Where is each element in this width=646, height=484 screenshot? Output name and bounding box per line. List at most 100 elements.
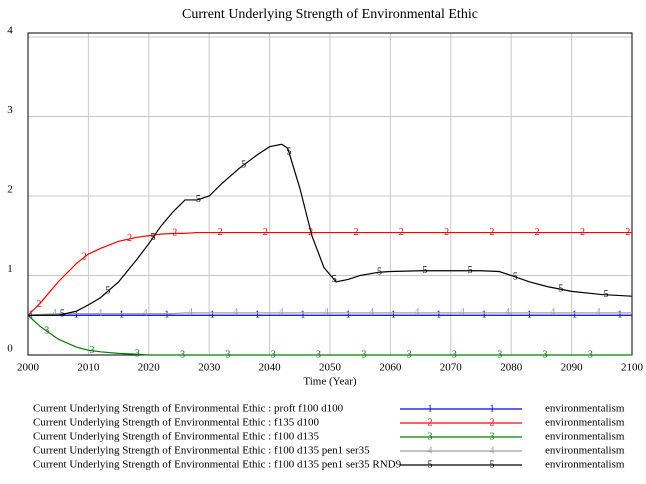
series-marker: 5 bbox=[513, 271, 518, 282]
series-marker: 4 bbox=[143, 308, 148, 319]
series-marker: 5 bbox=[196, 194, 201, 205]
series-marker: 5 bbox=[105, 286, 110, 297]
legend-marker: 2 bbox=[428, 417, 433, 428]
legend-marker: 2 bbox=[490, 417, 495, 428]
legend-label: Current Underlying Strength of Environme… bbox=[33, 417, 319, 429]
series-marker: 5 bbox=[286, 147, 291, 158]
chart-title: Current Underlying Strength of Environme… bbox=[182, 7, 478, 22]
series-marker: 3 bbox=[271, 349, 276, 360]
x-tick-label: 2080 bbox=[500, 362, 523, 374]
series-marker: 1 bbox=[255, 310, 260, 321]
series-marker: 4 bbox=[369, 307, 374, 318]
legend-marker: 3 bbox=[428, 431, 433, 442]
series-marker: 1 bbox=[300, 310, 305, 321]
series-marker: 2 bbox=[399, 227, 404, 238]
series-marker: 2 bbox=[263, 227, 268, 238]
series-marker: 4 bbox=[550, 307, 555, 318]
series-marker: 1 bbox=[391, 310, 396, 321]
series-marker: 3 bbox=[497, 349, 502, 360]
series-marker: 3 bbox=[452, 349, 457, 360]
series-marker: 1 bbox=[572, 310, 577, 321]
series-line bbox=[27, 314, 632, 356]
series-marker: 3 bbox=[225, 349, 230, 360]
series-marker: 2 bbox=[353, 227, 358, 238]
series-marker: 4 bbox=[188, 307, 193, 318]
series-marker: 5 bbox=[151, 232, 156, 243]
series-marker: 5 bbox=[604, 289, 609, 300]
legend-label: Current Underlying Strength of Environme… bbox=[33, 445, 370, 457]
series-line bbox=[27, 231, 632, 316]
series-marker: 2 bbox=[580, 227, 585, 238]
legend-unit: environmentalism bbox=[545, 459, 625, 471]
x-tick-label: 2100 bbox=[621, 362, 644, 374]
series-marker: 5 bbox=[60, 309, 65, 320]
y-tick-label: 0 bbox=[7, 343, 13, 355]
y-tick-label: 3 bbox=[7, 104, 13, 116]
x-axis-label: Time (Year) bbox=[303, 376, 357, 388]
y-tick-label: 1 bbox=[7, 263, 13, 275]
legend-unit: environmentalism bbox=[545, 431, 625, 443]
series-marker: 2 bbox=[625, 227, 630, 238]
legend-marker: 1 bbox=[428, 403, 433, 414]
series-marker: 5 bbox=[241, 159, 246, 170]
series-marker: 1 bbox=[527, 310, 532, 321]
y-tick-label: 4 bbox=[7, 25, 13, 37]
series-line bbox=[27, 312, 632, 316]
series-marker: 4 bbox=[324, 307, 329, 318]
series-marker: 2 bbox=[218, 227, 223, 238]
x-tick-label: 2070 bbox=[440, 362, 463, 374]
legend-marker: 5 bbox=[428, 459, 433, 470]
series-marker: 5 bbox=[558, 284, 563, 295]
legend-unit: environmentalism bbox=[545, 445, 625, 457]
series-marker: 2 bbox=[444, 227, 449, 238]
series-marker: 5 bbox=[332, 274, 337, 285]
series-marker: 3 bbox=[407, 349, 412, 360]
legend-label: Current Underlying Strength of Environme… bbox=[33, 459, 402, 471]
legend-marker: 5 bbox=[490, 459, 495, 470]
series-marker: 1 bbox=[210, 310, 215, 321]
series-marker: 2 bbox=[36, 299, 41, 310]
series-marker: 2 bbox=[82, 252, 87, 263]
legend-label: Current Underlying Strength of Environme… bbox=[33, 403, 344, 415]
series-marker: 1 bbox=[436, 310, 441, 321]
series-marker: 4 bbox=[233, 307, 238, 318]
series-marker: 1 bbox=[74, 310, 79, 321]
series-marker: 4 bbox=[52, 308, 57, 319]
x-tick-label: 2000 bbox=[17, 362, 40, 374]
y-tick-label: 2 bbox=[7, 184, 13, 196]
x-tick-label: 2040 bbox=[259, 362, 282, 374]
legend-unit: environmentalism bbox=[545, 417, 625, 429]
series-marker: 3 bbox=[543, 349, 548, 360]
series-marker: 3 bbox=[90, 345, 95, 356]
legend-label: Current Underlying Strength of Environme… bbox=[33, 431, 319, 443]
series-marker: 4 bbox=[414, 307, 419, 318]
series-marker: 1 bbox=[119, 310, 124, 321]
series-marker: 2 bbox=[127, 233, 132, 244]
series-marker: 4 bbox=[279, 307, 284, 318]
series-marker: 3 bbox=[316, 349, 321, 360]
series-marker: 1 bbox=[617, 310, 622, 321]
legend-marker: 1 bbox=[490, 403, 495, 414]
series-marker: 3 bbox=[135, 349, 140, 360]
x-tick-label: 2020 bbox=[138, 362, 161, 374]
series-marker: 2 bbox=[489, 227, 494, 238]
series-marker: 2 bbox=[535, 227, 540, 238]
legend-marker: 3 bbox=[490, 431, 495, 442]
series-marker: 4 bbox=[97, 308, 102, 319]
legend-marker: 4 bbox=[428, 445, 433, 456]
legend-marker: 4 bbox=[490, 445, 495, 456]
x-tick-label: 2090 bbox=[561, 362, 584, 374]
series-marker: 4 bbox=[460, 307, 465, 318]
x-tick-label: 2030 bbox=[198, 362, 221, 374]
series-marker: 1 bbox=[164, 310, 169, 321]
series-marker: 1 bbox=[346, 310, 351, 321]
x-tick-label: 2060 bbox=[379, 362, 402, 374]
series-marker: 5 bbox=[468, 265, 473, 276]
series-marker: 3 bbox=[44, 325, 49, 336]
legend-unit: environmentalism bbox=[545, 403, 625, 415]
series-marker: 4 bbox=[505, 307, 510, 318]
series-line bbox=[28, 143, 633, 316]
series-marker: 3 bbox=[588, 349, 593, 360]
series-marker: 3 bbox=[361, 349, 366, 360]
